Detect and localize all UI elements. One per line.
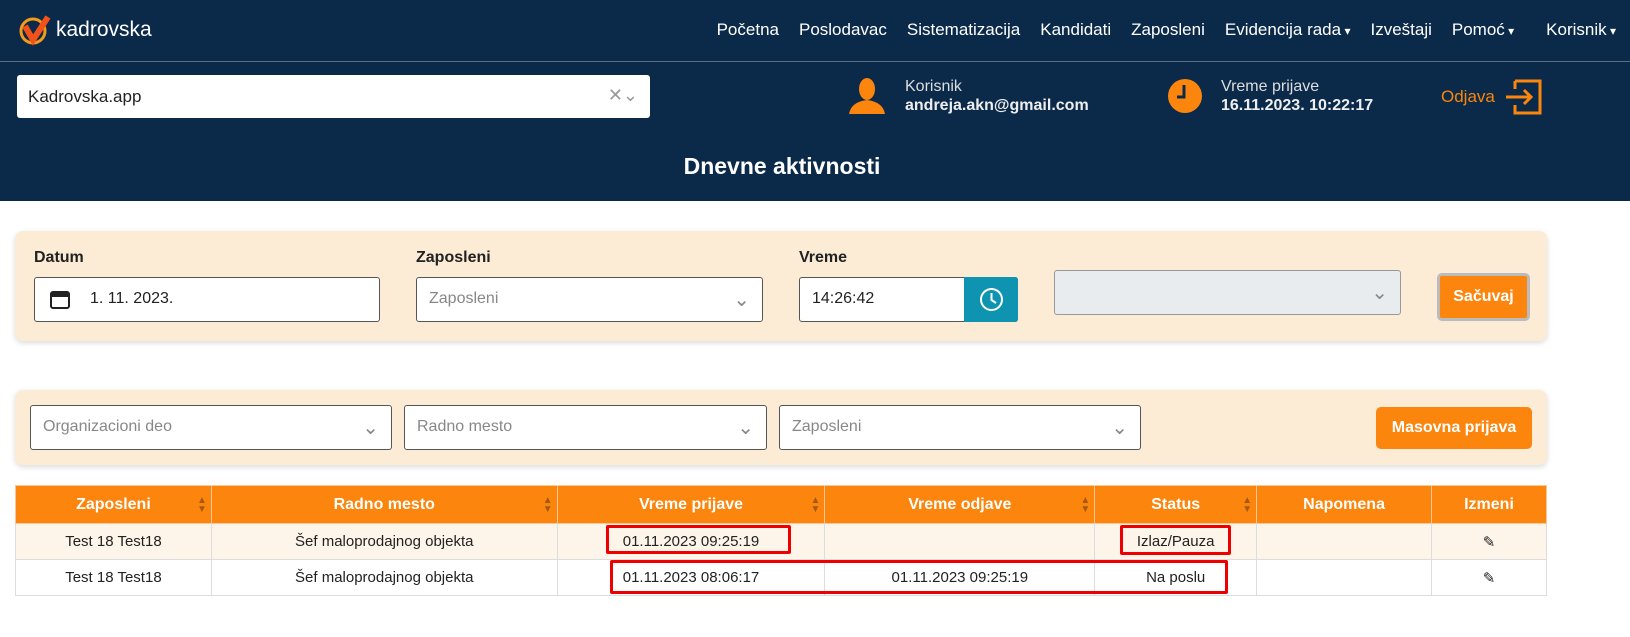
zap-placeholder: Zaposleni	[792, 418, 862, 435]
chevron-down-icon: ⌄	[1371, 282, 1388, 304]
chevron-down-icon: ⌄	[1111, 417, 1128, 439]
filters: Organizacioni deo ⌄ Radno mesto ⌄ Zaposlen…	[15, 390, 1547, 465]
col-vreme-prijave[interactable]: Vreme prijave ▲ ▼	[556, 485, 826, 524]
user-email: andreja.akn@gmail.com	[905, 97, 1089, 114]
cell-vreme-odjave: 01.11.2023 09:25:19	[824, 559, 1096, 596]
login-time-label: Vreme prijave	[1221, 78, 1320, 95]
nav-kandidati[interactable]: Kandidati	[1040, 20, 1112, 39]
zaposleni-label: Zaposleni	[416, 249, 491, 266]
zaposleni-select[interactable]: Zaposleni ⌄	[416, 277, 763, 322]
cell-vreme-prijave: 01.11.2023 08:06:17	[556, 559, 826, 596]
clock-icon	[980, 288, 1003, 311]
sort-icon: ▲ ▼	[542, 495, 553, 515]
datum-label: Datum	[34, 249, 84, 266]
header: kadrovska Početna Poslodavac Sistematiza…	[0, 0, 1630, 201]
nav-zaposleni[interactable]: Zaposleni	[1131, 20, 1205, 39]
col-napomena: Napomena	[1256, 485, 1433, 524]
col-izmeni: Izmeni	[1431, 485, 1547, 524]
radno-placeholder: Radno mesto	[417, 418, 513, 435]
cell-zaposleni: Test 18 Test18	[15, 559, 212, 596]
sort-icon: ▲ ▼	[1080, 495, 1091, 515]
col-status[interactable]: Status ▲ ▼	[1094, 485, 1258, 524]
login-time-value: 16.11.2023. 10:22:17	[1221, 97, 1374, 114]
nav-evidencija-rada[interactable]: Evidencija rada	[1225, 20, 1351, 40]
col-vreme-odjave[interactable]: Vreme odjave ▲ ▼	[824, 485, 1096, 524]
nav-pocetna[interactable]: Početna	[716, 20, 779, 39]
chevron-down-icon: ⌄	[733, 289, 750, 311]
nav-pomoc[interactable]: Pomoć	[1452, 20, 1514, 40]
sort-icon: ▲ ▼	[196, 495, 207, 515]
sort-icon: ▲ ▼	[810, 495, 821, 515]
org-placeholder: Organizacioni deo	[43, 418, 172, 435]
entry-form: Datum 1. 11. 2023. Zaposleni Zaposleni ⌄ …	[15, 231, 1547, 341]
clear-chevron-icon[interactable]: ✕⌄	[607, 85, 638, 105]
cell-napomena	[1256, 559, 1433, 596]
brand-name: kadrovska	[56, 18, 152, 41]
nav-poslodavac[interactable]: Poslodavac	[798, 20, 887, 39]
org-select[interactable]: Organizacioni deo ⌄	[30, 405, 392, 450]
zaposleni-placeholder: Zaposleni	[429, 290, 499, 307]
nav-sistematizacija[interactable]: Sistematizacija	[906, 20, 1021, 39]
calendar-icon	[50, 291, 70, 309]
save-button[interactable]: Sačuvaj	[1437, 273, 1530, 321]
cell-vreme-odjave	[824, 523, 1096, 560]
edit-icon[interactable]: ✎	[1431, 523, 1547, 560]
logout-label: Odjava	[1441, 87, 1495, 106]
user-label: Korisnik	[905, 78, 962, 95]
logo[interactable]: kadrovska	[18, 14, 152, 46]
mass-login-button[interactable]: Masovna prijava	[1376, 407, 1532, 449]
logout-button[interactable]: Odjava	[1441, 78, 1543, 116]
cell-radno-mesto: Šef maloprodajnog objekta	[210, 559, 558, 596]
col-zaposleni[interactable]: Zaposleni ▲ ▼	[15, 485, 212, 524]
logo-check-icon	[19, 15, 51, 46]
status-select[interactable]: ⌄	[1054, 270, 1401, 315]
zaposleni-filter-select[interactable]: Zaposleni ⌄	[779, 405, 1141, 450]
company-select-value: Kadrovska.app	[28, 87, 142, 106]
user-icon	[849, 78, 885, 114]
chevron-down-icon: ⌄	[362, 417, 379, 439]
cell-napomena	[1256, 523, 1433, 560]
cell-radno-mesto: Šef maloprodajnog objekta	[210, 523, 558, 560]
vreme-label: Vreme	[799, 249, 848, 266]
date-value: 1. 11. 2023.	[90, 290, 174, 307]
page-title: Dnevne aktivnosti	[683, 153, 881, 179]
col-radno-mesto[interactable]: Radno mesto ▲ ▼	[210, 485, 558, 524]
sort-icon: ▲ ▼	[1242, 495, 1253, 515]
edit-icon[interactable]: ✎	[1431, 559, 1547, 596]
highlight-box	[610, 560, 1228, 594]
radno-mesto-select[interactable]: Radno mesto ⌄	[404, 405, 767, 450]
chevron-down-icon: ⌄	[737, 417, 754, 439]
navbar: kadrovska Početna Poslodavac Sistematiza…	[0, 0, 1630, 62]
nav-korisnik[interactable]: Korisnik	[1546, 20, 1616, 40]
time-picker-button[interactable]	[964, 277, 1018, 322]
cell-status: Na poslu	[1094, 559, 1258, 596]
nav-izvestaji[interactable]: Izveštaji	[1370, 20, 1432, 39]
table-row: Test 18 Test18 Šef maloprodajnog objekta…	[15, 559, 1547, 596]
logout-icon	[1505, 79, 1542, 115]
time-value: 14:26:42	[812, 290, 875, 307]
highlight-box	[606, 525, 791, 554]
highlight-box	[1120, 525, 1231, 555]
date-input[interactable]: 1. 11. 2023.	[34, 277, 380, 322]
clock-icon	[1168, 79, 1202, 113]
company-select[interactable]: Kadrovska.app ✕⌄	[17, 75, 650, 118]
cell-zaposleni: Test 18 Test18	[15, 523, 212, 560]
